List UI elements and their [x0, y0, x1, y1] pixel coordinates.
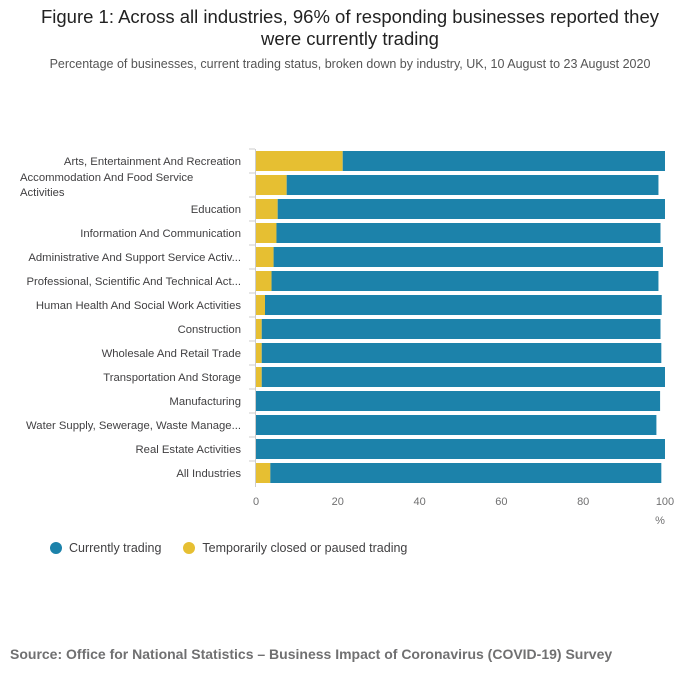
category-label: Wholesale And Retail Trade [102, 348, 241, 360]
bar-temporarily-closed [256, 295, 265, 315]
legend-swatch-currently-trading [50, 542, 62, 554]
category-label: Transportation And Storage [103, 372, 241, 384]
x-tick-label: 80 [577, 496, 589, 508]
bar-currently-trading [256, 439, 665, 459]
bar-currently-trading [286, 175, 659, 195]
bar-currently-trading [261, 367, 665, 387]
category-label: Real Estate Activities [136, 444, 242, 456]
bar-currently-trading [261, 343, 662, 363]
bar-temporarily-closed [256, 463, 271, 483]
chart-title: Figure 1: Across all industries, 96% of … [0, 6, 700, 50]
stacked-bar-chart: Arts, Entertainment And Recreation Accomm… [20, 148, 674, 527]
category-label: Construction [178, 324, 241, 336]
bar-temporarily-closed [256, 151, 343, 171]
category-label: Water Supply, Sewerage, Waste Manage... [26, 420, 241, 432]
category-label: All Industries [176, 468, 241, 480]
bar-currently-trading [256, 391, 661, 411]
bar-currently-trading [277, 199, 665, 219]
legend-swatch-temporarily-closed [183, 542, 196, 554]
bar-temporarily-closed [256, 319, 262, 339]
legend-item-temporarily-closed: Temporarily closed or paused trading [183, 541, 407, 555]
bar-temporarily-closed [256, 223, 277, 243]
category-label: Human Health And Social Work Activities [36, 300, 241, 312]
bar-temporarily-closed [256, 343, 262, 363]
category-label: Information And Communication [80, 228, 241, 240]
category-label: Accommodation And Food Service [20, 172, 193, 184]
source-note: Source: Office for National Statistics –… [10, 646, 613, 662]
bar-temporarily-closed [256, 247, 274, 267]
category-label: Administrative And Support Service Activ… [28, 252, 241, 264]
bar-currently-trading [276, 223, 661, 243]
category-label: Arts, Entertainment And Recreation [64, 156, 241, 168]
bar-temporarily-closed [256, 175, 287, 195]
category-label: Activities [20, 187, 65, 199]
bar-currently-trading [264, 295, 662, 315]
x-tick-label: 0 [253, 496, 259, 508]
chart-subtitle: Percentage of businesses, current tradin… [49, 57, 651, 71]
bar-currently-trading [261, 319, 661, 339]
bar-currently-trading [342, 151, 665, 171]
bar-currently-trading [270, 463, 662, 483]
x-tick-label: 60 [495, 496, 507, 508]
x-tick-label: 20 [332, 496, 344, 508]
legend-item-currently-trading: Currently trading [50, 541, 161, 555]
bar-temporarily-closed [256, 271, 272, 291]
chart-legend: Currently trading Temporarily closed or … [50, 541, 429, 555]
bar-currently-trading [273, 247, 663, 267]
x-axis-label: % [655, 515, 665, 527]
bar-temporarily-closed [256, 367, 262, 387]
chart-title-line-1: Figure 1: Across all industries, 96% of … [40, 6, 660, 27]
legend-label-temporarily-closed: Temporarily closed or paused trading [202, 541, 408, 555]
category-label: Manufacturing [169, 396, 241, 408]
x-tick-label: 100 [656, 496, 674, 508]
bar-currently-trading [271, 271, 659, 291]
x-tick-label: 40 [413, 496, 425, 508]
bar-currently-trading [256, 415, 657, 435]
category-label: Education [191, 204, 241, 216]
bar-temporarily-closed [256, 199, 278, 219]
chart-title-line-2: were currently trading [261, 28, 439, 49]
legend-label-currently-trading: Currently trading [69, 541, 162, 555]
category-label: Professional, Scientific And Technical A… [26, 276, 241, 288]
